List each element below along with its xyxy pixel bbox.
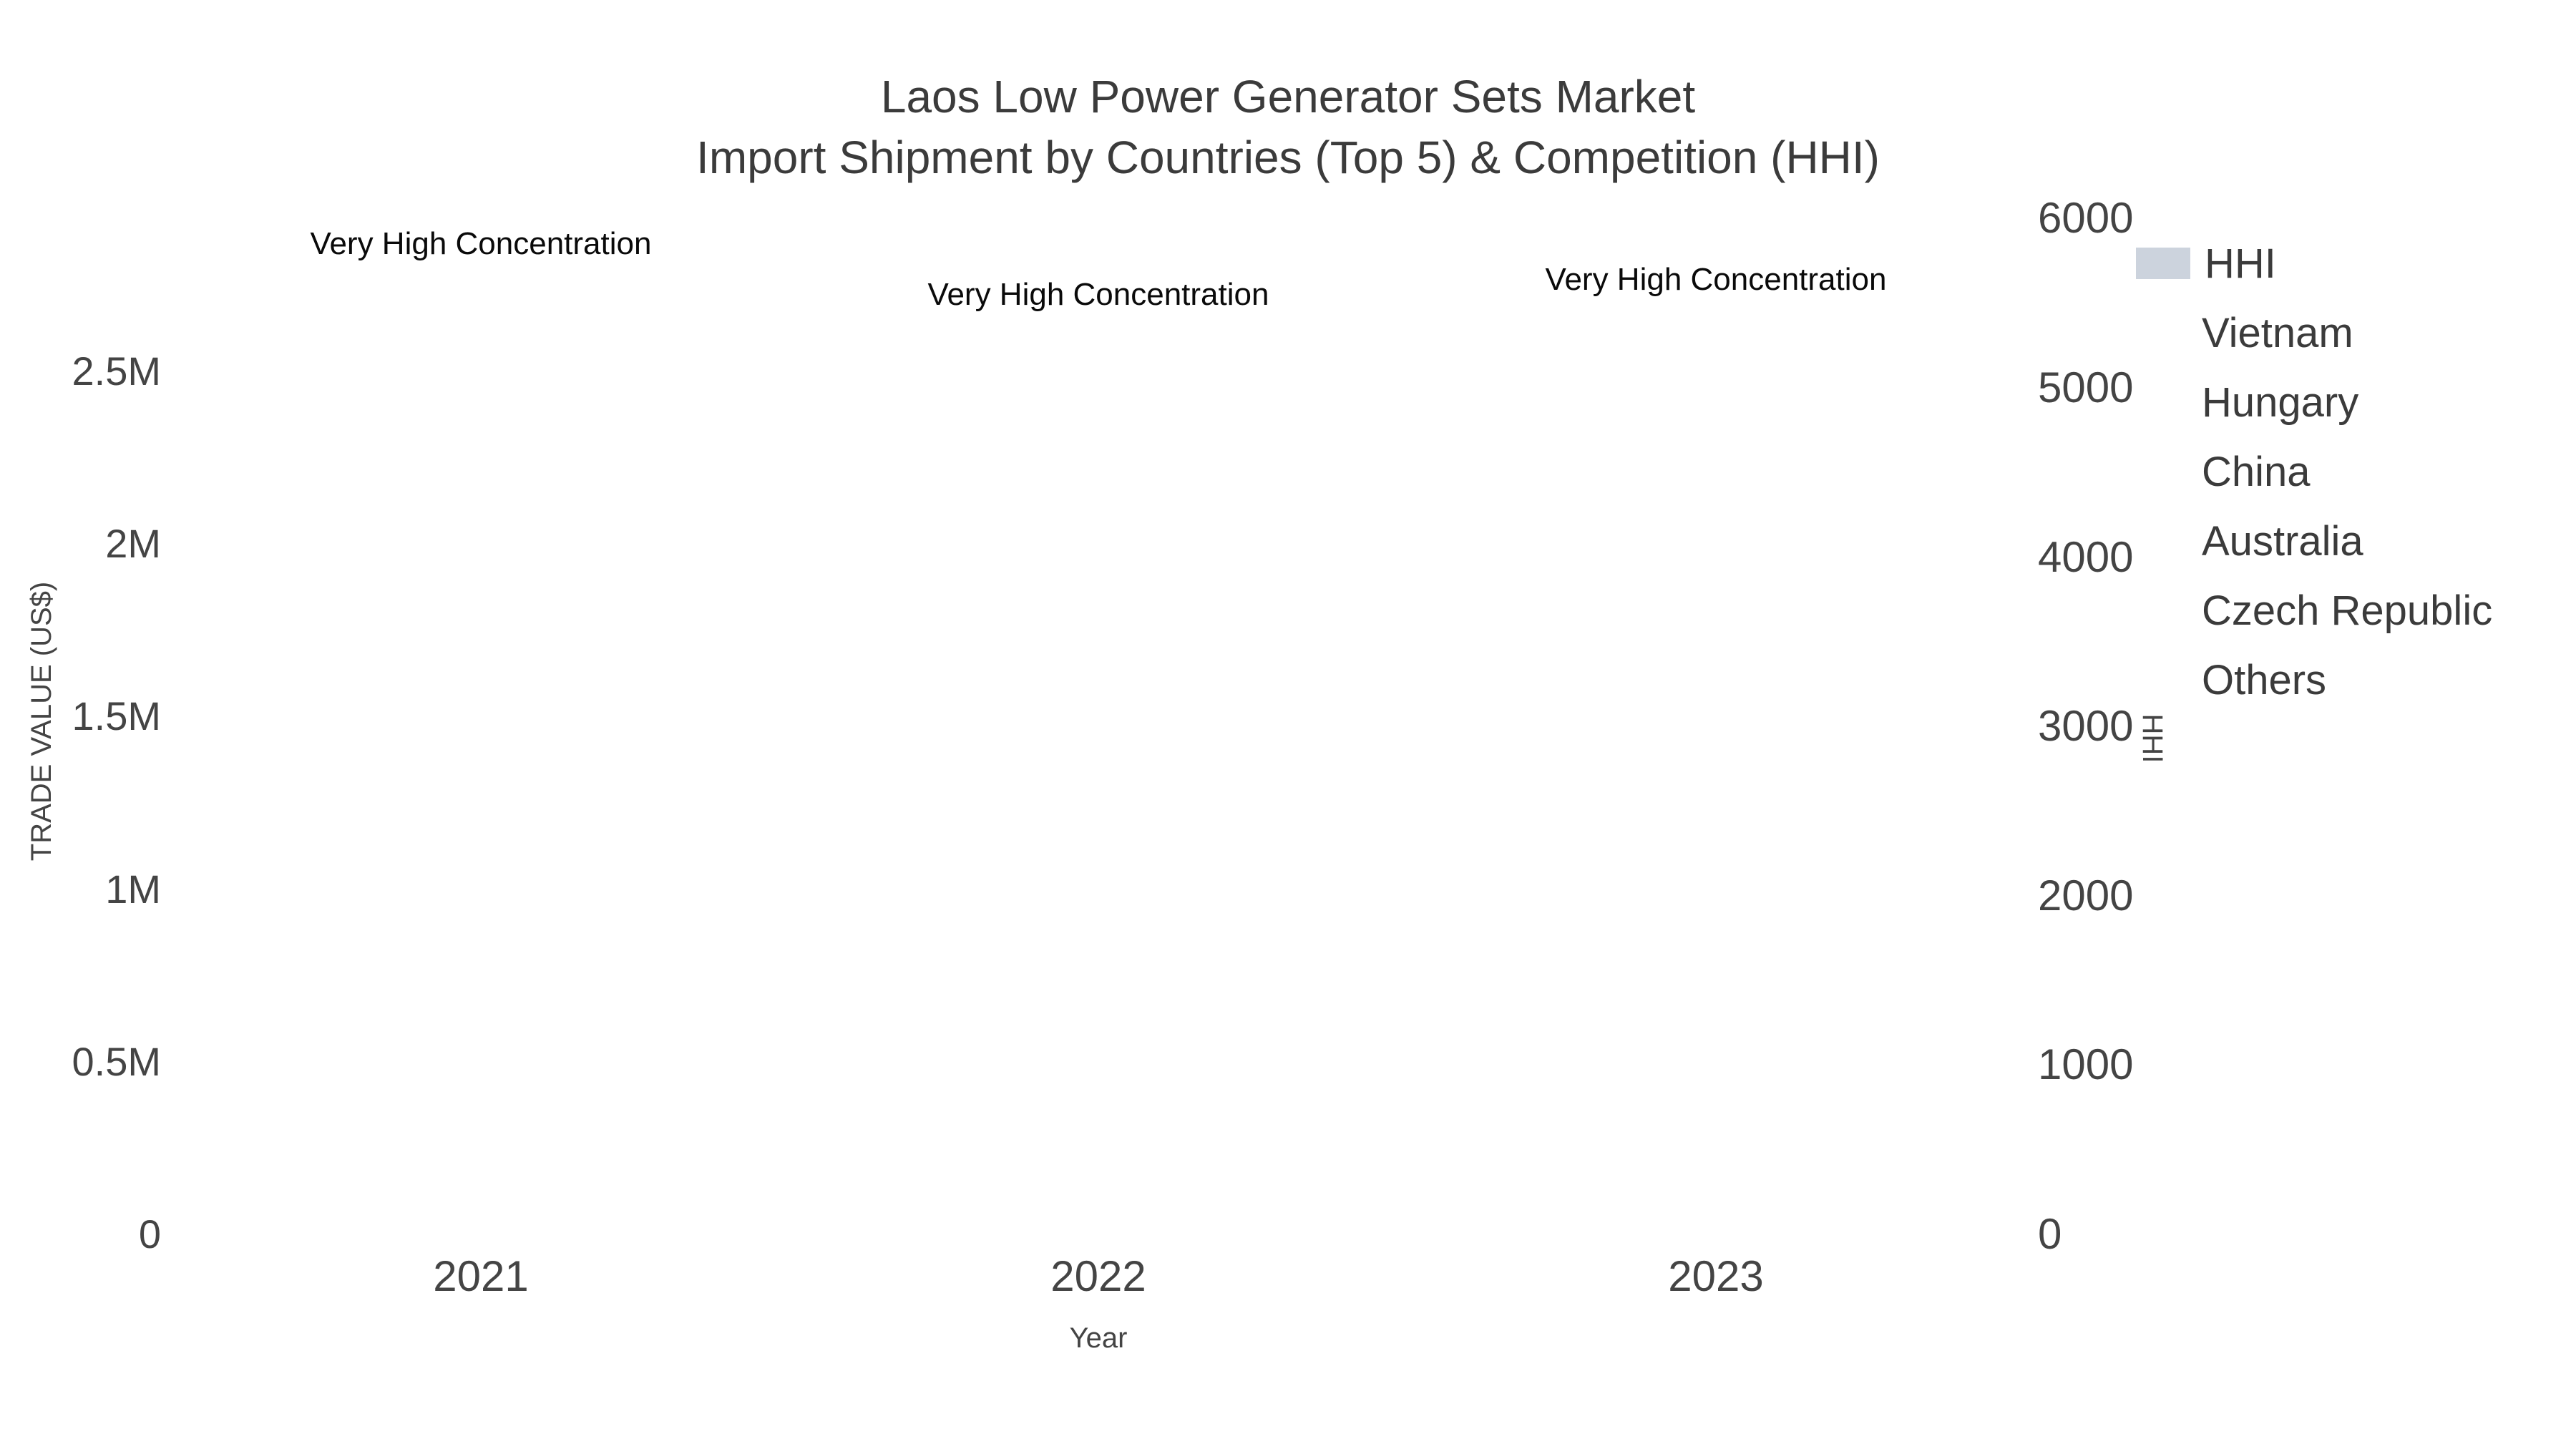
legend-label-hungary: Hungary xyxy=(2202,379,2359,426)
left-tick-15m: 1.5M xyxy=(72,693,162,738)
others-swatch-icon xyxy=(2136,664,2182,696)
left-tick-2m: 2M xyxy=(105,521,161,566)
legend-label-others: Others xyxy=(2202,656,2327,703)
legend: HHI Vietnam Hungary China Australia Czec… xyxy=(2136,238,2492,723)
annotation-2021: Very High Concentration xyxy=(310,226,652,261)
chart-title-line2: Import Shipment by Countries (Top 5) & C… xyxy=(696,132,1880,183)
x-tick-2022: 2022 xyxy=(1050,1252,1146,1300)
legend-label-australia: Australia xyxy=(2202,517,2363,565)
czech-republic-swatch-icon xyxy=(2136,595,2182,626)
hhi-marker-icon xyxy=(2154,249,2173,266)
right-tick-0: 0 xyxy=(2038,1210,2062,1258)
annotation-2022: Very High Concentration xyxy=(927,277,1269,312)
x-tick-2023: 2023 xyxy=(1668,1252,1764,1300)
legend-label-hhi: HHI xyxy=(2205,240,2276,287)
right-tick-4000: 4000 xyxy=(2038,533,2134,581)
right-tick-3000: 3000 xyxy=(2038,702,2134,750)
hungary-swatch-icon xyxy=(2136,386,2182,418)
x-axis-title: Year xyxy=(1069,1322,1128,1354)
right-tick-1000: 1000 xyxy=(2038,1040,2134,1088)
annotation-2023: Very High Concentration xyxy=(1545,262,1887,297)
legend-item-others[interactable]: Others xyxy=(2136,654,2492,706)
legend-label-czech-republic: Czech Republic xyxy=(2202,587,2493,634)
right-tick-5000: 5000 xyxy=(2038,364,2134,411)
right-tick-2000: 2000 xyxy=(2038,872,2134,919)
legend-item-china[interactable]: China xyxy=(2136,446,2492,497)
legend-item-australia[interactable]: Australia xyxy=(2136,515,2492,567)
left-tick-1m: 1M xyxy=(105,867,161,912)
vietnam-swatch-icon xyxy=(2136,317,2182,348)
chart-title-line1: Laos Low Power Generator Sets Market xyxy=(880,71,1696,122)
legend-item-vietnam[interactable]: Vietnam xyxy=(2136,307,2492,358)
left-tick-0: 0 xyxy=(138,1211,161,1257)
right-tick-6000: 6000 xyxy=(2038,194,2134,242)
legend-item-hhi[interactable]: HHI xyxy=(2136,238,2492,289)
x-tick-2021: 2021 xyxy=(433,1252,529,1300)
left-axis-title: TRADE VALUE (US$) xyxy=(26,581,57,862)
legend-item-hungary[interactable]: Hungary xyxy=(2136,376,2492,428)
china-swatch-icon xyxy=(2136,456,2182,487)
hhi-line-swatch-icon xyxy=(2136,248,2190,279)
legend-label-vietnam: Vietnam xyxy=(2202,309,2353,356)
left-tick-05m: 0.5M xyxy=(72,1039,162,1084)
legend-item-czech-republic[interactable]: Czech Republic xyxy=(2136,585,2492,636)
legend-label-china: China xyxy=(2202,448,2311,495)
australia-swatch-icon xyxy=(2136,525,2182,557)
left-tick-25m: 2.5M xyxy=(72,348,162,394)
